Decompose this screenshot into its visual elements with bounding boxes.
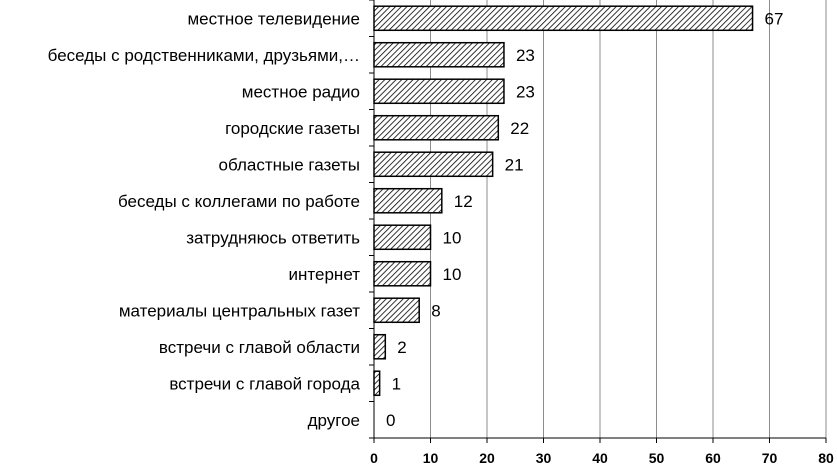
tick-label: 30 bbox=[536, 450, 552, 466]
data-label: 0 bbox=[386, 411, 395, 430]
category-label: другое bbox=[308, 411, 360, 430]
grid-lines bbox=[430, 0, 827, 438]
data-label: 2 bbox=[397, 338, 406, 357]
category-label: встречи с главой области bbox=[159, 338, 360, 357]
data-label: 12 bbox=[454, 192, 473, 211]
data-label: 10 bbox=[443, 228, 462, 247]
bar bbox=[373, 297, 420, 324]
category-label: городские газеты bbox=[225, 119, 360, 138]
category-label: беседы с коллегами по работе bbox=[118, 192, 360, 211]
tick-label: 0 bbox=[370, 450, 378, 466]
bar bbox=[373, 224, 432, 251]
tick-label: 40 bbox=[592, 450, 608, 466]
bar bbox=[373, 370, 381, 397]
bar bbox=[373, 151, 494, 178]
tick-label: 10 bbox=[423, 450, 439, 466]
category-labels: местное телевидение беседы с родственника… bbox=[48, 9, 361, 430]
category-label: интернет bbox=[289, 265, 361, 284]
data-label: 22 bbox=[510, 119, 529, 138]
bar bbox=[373, 5, 754, 32]
tick-label: 60 bbox=[705, 450, 721, 466]
tick-label: 70 bbox=[762, 450, 778, 466]
data-label: 8 bbox=[431, 301, 440, 320]
bar bbox=[373, 41, 505, 68]
bar bbox=[373, 187, 443, 214]
data-label: 23 bbox=[516, 46, 535, 65]
data-label: 21 bbox=[505, 155, 524, 174]
tick-labels: 0 10 20 30 40 50 60 70 80 bbox=[370, 450, 834, 466]
category-label: затрудняюсь ответить bbox=[186, 228, 360, 247]
bar bbox=[373, 114, 500, 141]
category-label: местное телевидение bbox=[187, 9, 360, 28]
data-label: 10 bbox=[443, 265, 462, 284]
data-label: 67 bbox=[765, 9, 784, 28]
category-label: встречи с главой города bbox=[169, 374, 360, 393]
category-label: беседы с родственниками, друзьями,… bbox=[48, 46, 360, 65]
axis bbox=[369, 0, 827, 443]
tick-label: 80 bbox=[818, 450, 834, 466]
bars bbox=[373, 5, 754, 397]
bar bbox=[373, 333, 387, 360]
data-label: 23 bbox=[516, 82, 535, 101]
tick-label: 20 bbox=[479, 450, 495, 466]
data-label: 1 bbox=[392, 374, 401, 393]
bar bbox=[373, 260, 432, 287]
category-label: местное радио bbox=[242, 82, 360, 101]
category-label: материалы центральных газет bbox=[119, 301, 360, 320]
category-label: областные газеты bbox=[219, 155, 360, 174]
bar bbox=[373, 78, 505, 105]
tick-label: 50 bbox=[649, 450, 665, 466]
